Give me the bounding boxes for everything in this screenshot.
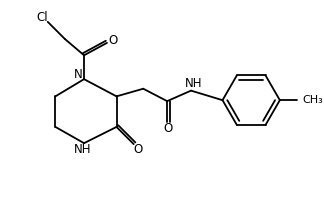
Text: Cl: Cl (36, 11, 48, 24)
Text: NH: NH (185, 77, 202, 90)
Text: CH₃: CH₃ (303, 95, 324, 105)
Text: O: O (108, 35, 117, 47)
Text: O: O (133, 143, 142, 156)
Text: NH: NH (74, 143, 91, 156)
Text: N: N (74, 68, 82, 81)
Text: O: O (164, 122, 173, 135)
